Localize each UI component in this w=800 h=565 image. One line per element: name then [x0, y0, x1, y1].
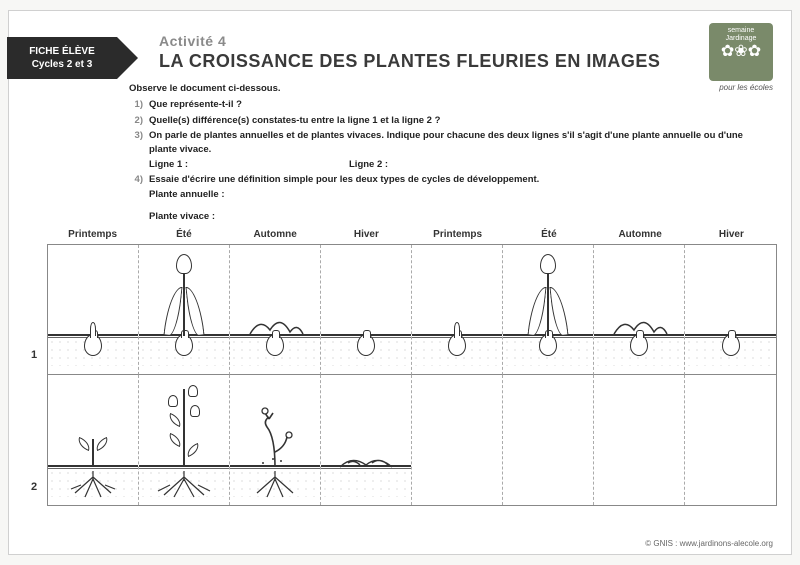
q4-vivace: Plante vivace : — [149, 210, 745, 224]
fiche-badge: FICHE ÉLÈVE Cycles 2 et 3 — [7, 37, 117, 79]
cell-r2-winter2 — [685, 375, 776, 505]
question-4: 4) Essaie d'écrire une définition simple… — [129, 173, 745, 187]
roots-icon — [63, 469, 123, 499]
cell-r1-summer2 — [503, 245, 594, 375]
q3-ligne2: Ligne 2 : — [349, 158, 388, 172]
row-1-label: 1 — [31, 349, 37, 361]
season-headers: Printemps Été Automne Hiver Printemps Ét… — [47, 229, 777, 240]
season-h-7: Hiver — [686, 229, 777, 240]
wilting-icon — [245, 312, 305, 336]
bulb-icon — [84, 334, 102, 356]
q4-annuelle: Plante annuelle : — [149, 188, 745, 202]
cell-r2-autumn2 — [594, 375, 685, 505]
q1-text: Que représente-t-il ? — [149, 98, 745, 112]
q3-text: On parle de plantes annuelles et de plan… — [149, 129, 745, 158]
lifecycle-grid — [47, 244, 777, 506]
row-2-label: 2 — [31, 481, 37, 493]
dead-plant-icon — [338, 451, 394, 469]
bellflower-icon — [188, 385, 198, 397]
badge-line1: FICHE ÉLÈVE — [7, 45, 117, 58]
logo-line1: semaine — [709, 27, 773, 35]
worksheet-page: FICHE ÉLÈVE Cycles 2 et 3 semaine Jardin… — [8, 10, 792, 555]
activity-number: Activité 4 — [159, 33, 775, 49]
cell-r1-autumn1 — [230, 245, 321, 375]
season-h-0: Printemps — [47, 229, 138, 240]
q4-num: 4) — [129, 173, 143, 187]
instructions: Observe le document ci-dessous. — [129, 82, 745, 96]
tulip-icon — [176, 254, 192, 274]
sprout-icon — [90, 322, 96, 336]
q3-ligne1: Ligne 1 : — [149, 158, 349, 172]
season-h-2: Automne — [230, 229, 321, 240]
season-h-4: Printemps — [412, 229, 503, 240]
badge-line2: Cycles 2 et 3 — [7, 58, 117, 71]
cell-r1-winter1 — [321, 245, 412, 375]
q4-text: Essaie d'écrire une définition simple po… — [149, 173, 745, 187]
cell-r1-spring1 — [48, 245, 139, 375]
logo-box: semaine Jardinage ✿❀✿ — [709, 23, 773, 81]
leaf-icon — [76, 437, 93, 451]
cell-r1-spring2 — [412, 245, 503, 375]
logo-line2: Jardinage — [709, 35, 773, 43]
cell-r2-summer1 — [139, 375, 230, 505]
question-1: 1) Que représente-t-il ? — [129, 98, 745, 112]
season-h-5: Été — [503, 229, 594, 240]
lifecycle-chart: 1 2 Printemps Été Automne Hiver Printemp… — [47, 229, 777, 506]
cell-r2-spring2 — [412, 375, 503, 505]
season-h-1: Été — [138, 229, 229, 240]
season-h-6: Automne — [595, 229, 686, 240]
header: Activité 4 LA CROISSANCE DES PLANTES FLE… — [159, 19, 775, 72]
cell-r1-autumn2 — [594, 245, 685, 375]
flower-icon: ✿❀✿ — [709, 44, 773, 60]
question-2: 2) Quelle(s) différence(s) constates-tu … — [129, 114, 745, 128]
cell-r2-autumn1 — [230, 375, 321, 505]
drooping-plant-icon — [255, 407, 295, 467]
logo-subtitle: pour les écoles — [719, 83, 773, 92]
season-h-3: Hiver — [321, 229, 412, 240]
footer-credit: © GNIS : www.jardinons-alecole.org — [645, 539, 773, 548]
cell-r1-summer1 — [139, 245, 230, 375]
questions-block: Observe le document ci-dessous. 1) Que r… — [129, 82, 745, 224]
cell-r2-spring1 — [48, 375, 139, 505]
page-title: LA CROISSANCE DES PLANTES FLEURIES EN IM… — [159, 51, 775, 72]
q3-sublines: Ligne 1 : Ligne 2 : — [149, 158, 745, 172]
cell-r2-summer2 — [503, 375, 594, 505]
question-3: 3) On parle de plantes annuelles et de p… — [129, 129, 745, 158]
q1-num: 1) — [129, 98, 143, 112]
cell-r2-winter1 — [321, 375, 412, 505]
q2-text: Quelle(s) différence(s) constates-tu ent… — [149, 114, 745, 128]
q3-num: 3) — [129, 129, 143, 158]
cell-r1-winter2 — [685, 245, 776, 375]
q2-num: 2) — [129, 114, 143, 128]
